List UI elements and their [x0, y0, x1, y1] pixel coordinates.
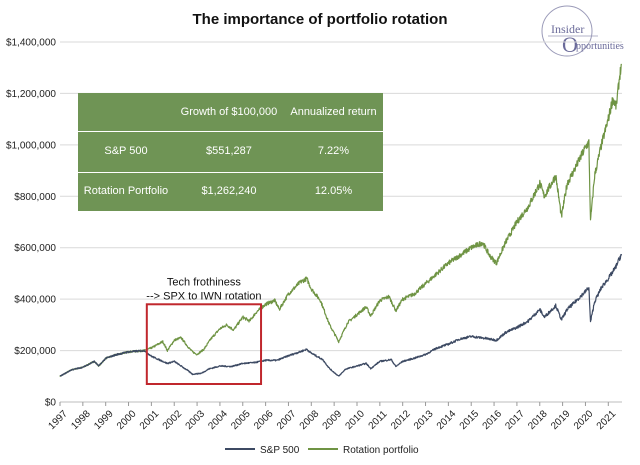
y-tick-label: $1,400,000	[6, 38, 56, 49]
table-row: Rotation Portfolio $1,262,240 12.05%	[78, 172, 383, 211]
y-tick-label: $200,000	[14, 346, 56, 357]
y-tick-label: $400,000	[14, 295, 56, 306]
x-tick-label: 2010	[343, 408, 367, 432]
x-tick-label: 2018	[526, 408, 550, 432]
stats-table: Growth of $100,000 Annualized return S&P…	[78, 93, 383, 211]
y-tick-label: $1,200,000	[6, 89, 56, 100]
y-axis: $0 $200,000 $400,000 $600,000 $800,000 $1,000…	[6, 38, 56, 409]
x-tick-label: 2005	[229, 408, 253, 432]
x-tick-label: 2013	[412, 408, 436, 432]
table-header-cell: Annualized return	[283, 93, 383, 133]
legend: S&P 500 Rotation portfolio	[225, 445, 419, 456]
y-tick-label: $800,000	[14, 192, 56, 203]
x-tick-label: 2021	[595, 408, 619, 432]
series-line-rotation	[59, 63, 623, 377]
legend-label-sp500: S&P 500	[260, 445, 300, 456]
table-cell-growth: $1,262,240	[201, 185, 257, 198]
x-tick-label: 2002	[161, 408, 185, 432]
x-tick-label: 1997	[46, 408, 70, 432]
table-header-row: Growth of $100,000 Annualized return	[78, 93, 383, 133]
annotation-line-1: Tech frothiness	[167, 276, 241, 288]
logo-line-1: Insider	[551, 22, 584, 36]
annotation-line-2: --> SPX to IWN rotation	[146, 290, 261, 302]
table-row: S&P 500 $551,287 7.22%	[78, 131, 383, 173]
x-tick-label: 2019	[549, 408, 573, 432]
x-tick-label: 2001	[138, 408, 162, 432]
table-cell-label: Rotation Portfolio	[83, 185, 169, 198]
table-cell-label: S&P 500	[78, 131, 174, 173]
legend-label-rotation: Rotation portfolio	[343, 445, 419, 456]
table-header-cell	[78, 93, 174, 133]
series-line-sp500	[59, 253, 623, 377]
logo-line-2: pportunities	[576, 41, 624, 52]
x-tick-label: 2007	[275, 408, 299, 432]
x-tick-label: 2012	[389, 408, 413, 432]
insider-opportunities-logo: Insider O pportunities	[541, 5, 624, 57]
y-tick-label: $0	[45, 398, 57, 409]
x-tick-label: 2003	[184, 408, 208, 432]
x-tick-label: 2014	[435, 408, 459, 432]
series-layer	[59, 63, 623, 377]
x-tick-label: 2011	[367, 408, 390, 431]
x-axis: 1997 1998 1999 2000 2001 2002 2003 2004 2005 2006…	[46, 402, 619, 432]
table-cell-return: 12.05%	[314, 185, 353, 198]
x-tick-label: 2004	[206, 408, 230, 432]
x-tick-label: 2017	[503, 408, 527, 432]
table-cell-growth: $551,287	[174, 131, 284, 173]
table-header-cell: Growth of $100,000	[174, 93, 284, 133]
y-tick-label: $1,000,000	[6, 140, 56, 151]
x-tick-label: 1999	[92, 408, 116, 432]
y-tick-label: $600,000	[14, 243, 56, 254]
table-cell-return: 7.22%	[283, 131, 383, 173]
x-tick-label: 2006	[252, 408, 276, 432]
x-tick-label: 2000	[115, 408, 139, 432]
x-tick-label: 2008	[298, 408, 322, 432]
x-tick-label: 2009	[321, 408, 345, 432]
x-tick-label: 2020	[572, 408, 596, 432]
chart-title: The importance of portfolio rotation	[193, 11, 448, 28]
x-tick-label: 2015	[458, 408, 482, 432]
x-tick-label: 1998	[69, 408, 93, 432]
x-tick-label: 2016	[481, 408, 505, 432]
logo-initial: O	[562, 32, 578, 57]
annotation-box	[145, 303, 263, 385]
